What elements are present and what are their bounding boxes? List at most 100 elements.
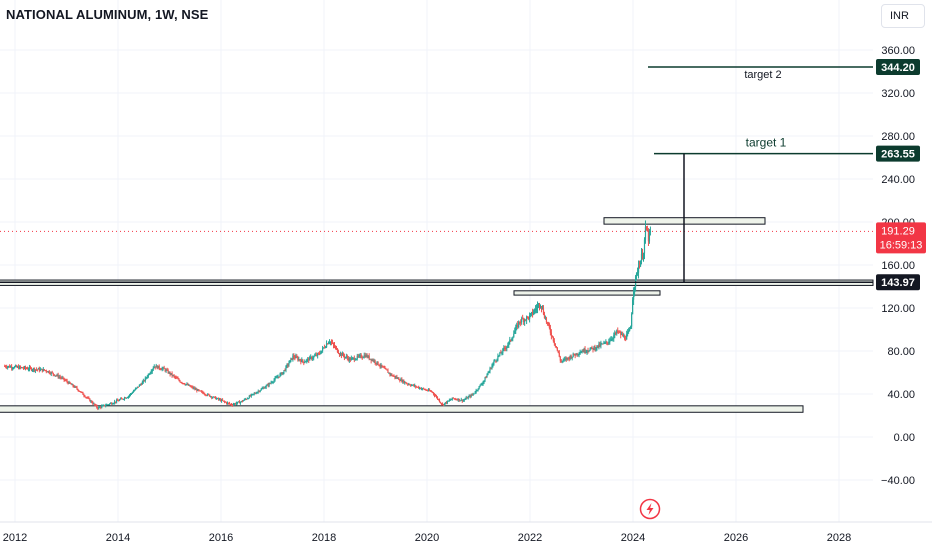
- candle-body: [397, 377, 399, 379]
- candle-body: [604, 342, 606, 344]
- candle-body: [423, 388, 425, 390]
- candle-body: [530, 312, 533, 314]
- candle-body: [244, 399, 246, 401]
- candle-body: [218, 398, 220, 400]
- candle-body: [578, 353, 580, 355]
- candle-body: [492, 363, 494, 366]
- candle-body: [470, 394, 472, 397]
- candle-body: [529, 315, 531, 319]
- candle-body: [603, 342, 605, 344]
- candle-body: [643, 239, 646, 254]
- candle-body: [358, 355, 360, 357]
- countdown-label: 16:59:13: [880, 239, 923, 251]
- candle-body: [234, 403, 237, 405]
- candle-body: [362, 357, 364, 359]
- candle-body: [360, 355, 362, 358]
- candle-body: [536, 305, 539, 309]
- candle-body: [565, 358, 567, 360]
- candle-body: [411, 385, 413, 387]
- candle-body: [375, 362, 377, 364]
- candle-body: [459, 400, 461, 402]
- time-tick-label: 2024: [621, 532, 645, 544]
- candle-body: [297, 357, 299, 361]
- time-tick-label: 2028: [827, 532, 851, 544]
- candle-body: [540, 305, 543, 309]
- price-tick-label: 80.00: [887, 346, 915, 358]
- candle-body: [458, 398, 460, 401]
- candle-body: [320, 353, 322, 355]
- candle-body: [268, 383, 270, 386]
- candle-body: [452, 397, 454, 399]
- candle-body: [355, 358, 357, 360]
- candle-body: [212, 397, 214, 399]
- candle-body: [640, 253, 643, 262]
- price-axis[interactable]: 344.20 263.55 143.97 360.00 320.00 280.00 240.…: [876, 45, 926, 487]
- candle-body: [174, 376, 176, 378]
- candle-body: [406, 383, 408, 385]
- candle-body: [442, 404, 445, 406]
- time-tick-label: 2012: [3, 532, 27, 544]
- candle-body: [142, 380, 144, 382]
- candle-body: [57, 374, 59, 378]
- candle-body: [589, 348, 591, 351]
- candle-body: [342, 353, 345, 356]
- candle-body: [40, 368, 42, 370]
- candle-body: [551, 336, 553, 338]
- candle-body: [171, 373, 173, 376]
- candle-body: [381, 364, 383, 367]
- candle-body: [497, 356, 499, 360]
- candle-body: [302, 359, 304, 362]
- candle-body: [182, 383, 184, 385]
- candle-body: [23, 366, 26, 369]
- candle-body: [5, 366, 7, 368]
- candle-body: [26, 368, 29, 370]
- currency-button[interactable]: INR: [881, 4, 925, 28]
- candle-body: [500, 352, 502, 354]
- candle-body: [159, 368, 161, 370]
- candle-body: [481, 384, 483, 386]
- candle-body: [235, 403, 238, 405]
- candle-body: [147, 374, 149, 377]
- candle-body: [559, 356, 561, 361]
- candle-body: [304, 361, 306, 363]
- candle-body: [138, 384, 140, 387]
- candle-body: [613, 335, 615, 339]
- candle-body: [478, 386, 480, 390]
- candle-body: [516, 324, 518, 328]
- candle-body: [314, 355, 316, 357]
- candle-body: [531, 312, 534, 315]
- candle-body: [404, 381, 406, 384]
- candle-body: [420, 387, 422, 390]
- candle-body: [7, 366, 9, 368]
- candle-body: [271, 382, 273, 384]
- candle-body: [449, 399, 451, 401]
- candle-body: [296, 356, 298, 358]
- candle-body: [557, 350, 559, 353]
- flash-icon[interactable]: [639, 498, 661, 520]
- candle-body: [231, 405, 234, 407]
- candle-body: [439, 401, 442, 404]
- candle-body: [77, 388, 79, 391]
- candle-body: [192, 386, 194, 389]
- candle-body: [256, 392, 258, 394]
- candle-body: [80, 391, 82, 393]
- candle-body: [549, 328, 552, 333]
- candle-body: [585, 351, 587, 353]
- candle-body: [90, 400, 92, 402]
- candle-body: [51, 372, 53, 374]
- candle-body: [356, 355, 358, 359]
- candle-body: [321, 350, 323, 354]
- price-tick-label: 160.00: [881, 260, 915, 272]
- candle-body: [8, 365, 10, 367]
- candle-body: [62, 377, 64, 379]
- candle-body: [438, 399, 441, 402]
- candle-body: [529, 313, 532, 316]
- candle-body: [344, 356, 346, 358]
- candle-body: [322, 347, 324, 351]
- candle-body: [47, 371, 49, 373]
- candle-body: [37, 368, 39, 370]
- candle-body: [306, 359, 308, 362]
